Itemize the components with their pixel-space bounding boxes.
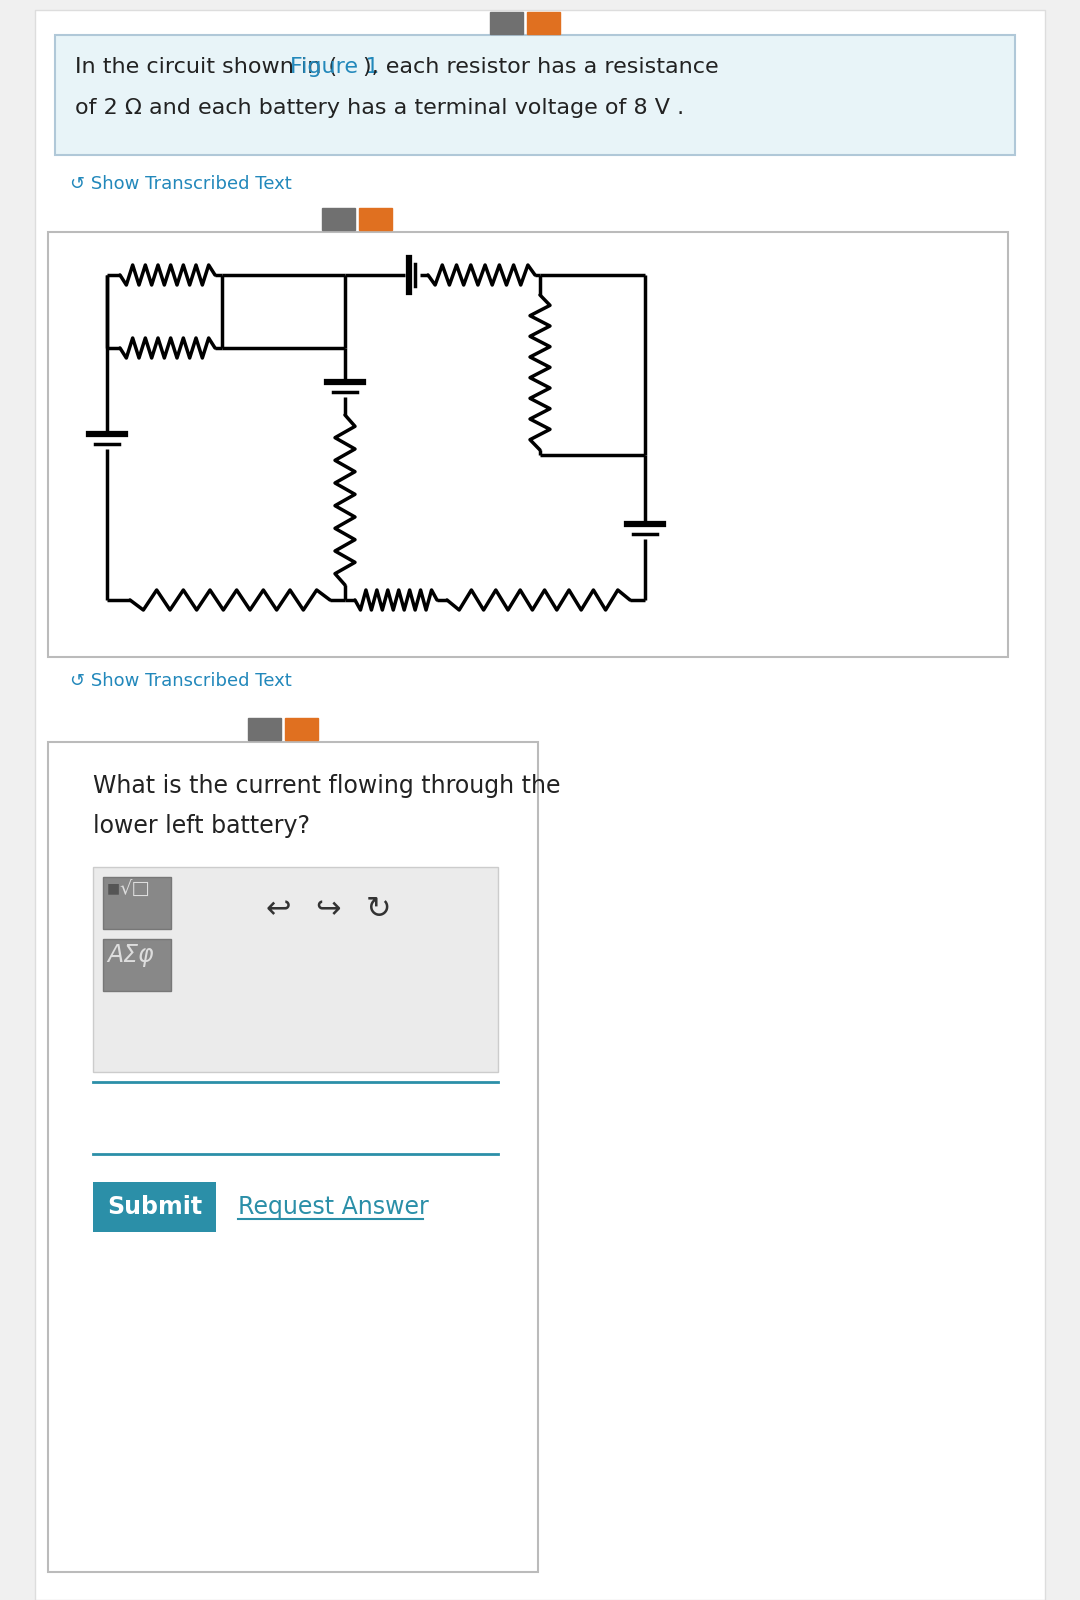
FancyBboxPatch shape bbox=[55, 35, 1015, 155]
FancyBboxPatch shape bbox=[527, 11, 561, 34]
Text: ↺ Show Transcribed Text: ↺ Show Transcribed Text bbox=[70, 174, 292, 194]
Text: AΣφ: AΣφ bbox=[107, 942, 153, 966]
FancyBboxPatch shape bbox=[285, 718, 318, 739]
Text: ↪: ↪ bbox=[315, 894, 341, 925]
FancyBboxPatch shape bbox=[93, 1182, 216, 1232]
Text: ↻: ↻ bbox=[365, 894, 391, 925]
Text: Request Answer: Request Answer bbox=[238, 1195, 429, 1219]
Text: ↩: ↩ bbox=[266, 894, 291, 925]
FancyBboxPatch shape bbox=[359, 208, 392, 230]
FancyBboxPatch shape bbox=[490, 11, 523, 34]
Text: of 2 Ω and each battery has a terminal voltage of 8 V .: of 2 Ω and each battery has a terminal v… bbox=[75, 98, 684, 118]
Text: lower left battery?: lower left battery? bbox=[93, 814, 310, 838]
FancyBboxPatch shape bbox=[48, 742, 538, 1571]
FancyBboxPatch shape bbox=[93, 867, 498, 1072]
FancyBboxPatch shape bbox=[322, 208, 355, 230]
Text: Submit: Submit bbox=[107, 1195, 203, 1219]
FancyBboxPatch shape bbox=[103, 939, 171, 990]
Text: √□: √□ bbox=[119, 878, 150, 898]
FancyBboxPatch shape bbox=[103, 877, 171, 930]
Text: In the circuit shown in (: In the circuit shown in ( bbox=[75, 58, 337, 77]
Text: ■: ■ bbox=[107, 882, 120, 894]
FancyBboxPatch shape bbox=[93, 1082, 498, 1154]
Text: ), each resistor has a resistance: ), each resistor has a resistance bbox=[363, 58, 718, 77]
FancyBboxPatch shape bbox=[48, 232, 1008, 658]
FancyBboxPatch shape bbox=[35, 10, 1045, 1600]
Text: Figure 1: Figure 1 bbox=[291, 58, 379, 77]
FancyBboxPatch shape bbox=[248, 718, 281, 739]
Text: What is the current flowing through the: What is the current flowing through the bbox=[93, 774, 561, 798]
Text: ↺ Show Transcribed Text: ↺ Show Transcribed Text bbox=[70, 672, 292, 690]
